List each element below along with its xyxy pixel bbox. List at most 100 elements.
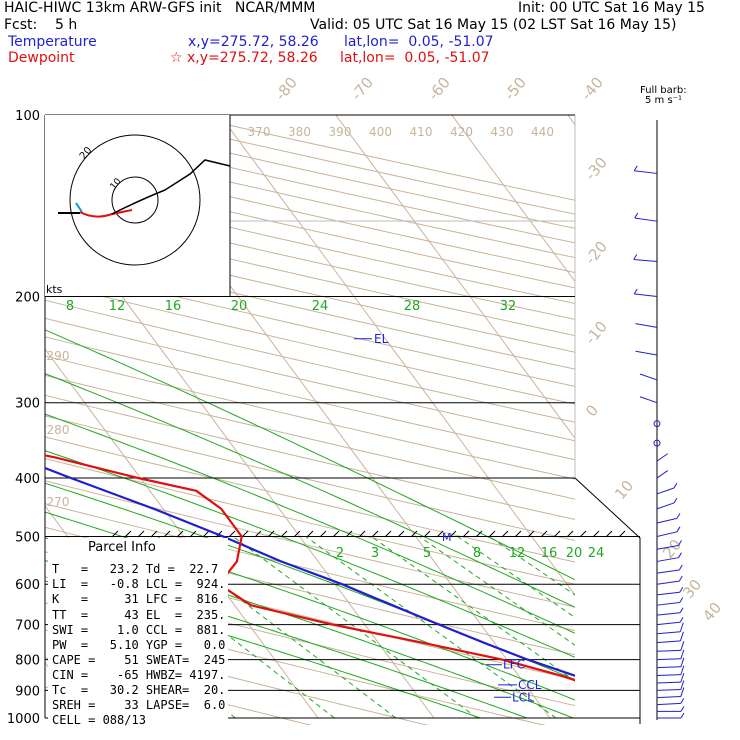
barb-staff: [656, 569, 680, 574]
barb-flag: [679, 631, 684, 641]
dry-adiabat-line: [45, 602, 546, 725]
barb-flag: [673, 482, 678, 489]
mixing-ratio-label: 24: [588, 546, 605, 561]
barb-legend-title: Full barb:: [640, 85, 687, 96]
hatch-mark: [410, 530, 418, 538]
barb-staff: [656, 453, 669, 462]
hodograph-ring-outer: [69, 134, 201, 266]
wind-barb: [656, 513, 681, 524]
barb-flag: [678, 552, 682, 558]
wind-barb: [656, 622, 684, 635]
dewpoint-label: Dewpoint: [8, 50, 75, 66]
barb-staff: [635, 323, 658, 328]
hatch-mark: [332, 530, 340, 538]
barb-staff: [634, 170, 658, 174]
barb-staff: [656, 674, 681, 676]
hodograph-ring-inner: [111, 176, 159, 224]
barb-legend-units: 5 m s⁻¹: [645, 95, 682, 106]
pressure-label: 900: [15, 684, 40, 699]
barb-flag: [680, 698, 685, 704]
dry-adiabat-line: [45, 503, 575, 632]
isotherm-label: -40: [577, 74, 607, 104]
wind-barb: [653, 420, 661, 428]
barb-staff: [656, 658, 681, 661]
isotherm-label-right: 10: [611, 477, 637, 503]
dry-adiabat-line: [45, 355, 575, 480]
wind-barb: [656, 649, 685, 661]
mixing-ratio-line: [419, 536, 575, 646]
hatch-mark: [371, 530, 379, 538]
wind-barb: [639, 373, 658, 381]
temperature-curve: [45, 466, 575, 677]
moist-adiabat-label: 16: [165, 299, 182, 314]
theta-label: 430: [491, 125, 514, 139]
hatch-mark: [397, 530, 405, 538]
lower-frame-edge: [574, 477, 641, 724]
hatch-mark: [293, 530, 301, 538]
lfc-label: LFC: [503, 658, 525, 672]
hatch-mark: [228, 530, 236, 538]
parcel-info-title: Parcel Info: [88, 540, 156, 555]
wind-barb: [633, 165, 658, 174]
isotherm-label-right: 0: [582, 401, 602, 420]
theta-label: 420: [450, 125, 473, 139]
parcel-info-panel: Parcel Info T = 23.2 Td = 22.7 LI = -0.8…: [48, 538, 228, 728]
hodograph-trace-upper: [111, 159, 231, 215]
hatch-mark: [176, 530, 184, 538]
barb-staff: [656, 621, 681, 626]
barb-flag: [676, 513, 681, 519]
parcel-row-pw: PW = 5.10 YGP = 0.0: [52, 638, 226, 652]
mixing-ratio-label: 2: [336, 546, 344, 561]
hodograph-kts-label: kts: [46, 283, 63, 296]
hatch-mark: [592, 530, 600, 538]
barb-staff: [656, 470, 669, 479]
barb-flag: [673, 497, 678, 504]
barb-flag: [680, 687, 685, 697]
pressure-label: 600: [15, 578, 40, 593]
hatch-mark: [579, 530, 587, 538]
hatch-mark: [111, 530, 119, 538]
barb-staff: [656, 640, 681, 644]
hatch-mark: [384, 530, 392, 538]
parcel-row-total-totals: TT = 43 EL = 235.: [52, 608, 226, 622]
parcel-row-lifted-index: LI = -0.8 LCL = 924.: [52, 577, 226, 591]
pressure-label: 1000: [7, 712, 40, 727]
hatch-mark: [605, 530, 613, 538]
hatch-mark: [241, 530, 249, 538]
pressure-label: 700: [15, 619, 40, 634]
isotherm-label-right: -10: [581, 318, 611, 348]
wind-barb: [656, 564, 683, 574]
barb-flag: [678, 575, 683, 582]
pressure-label: 500: [15, 530, 40, 545]
barb-staff: [656, 531, 678, 537]
hatch-mark: [202, 530, 210, 538]
barb-staff: [656, 545, 679, 550]
isotherm-label: -80: [271, 74, 301, 104]
barb-flag: [678, 564, 683, 571]
wind-barb: [656, 665, 685, 676]
wind-barb: [656, 575, 683, 585]
parcel-row-k-index: K = 31 LFC = 816.: [52, 592, 226, 606]
isotherm-label-right: 40: [699, 599, 725, 625]
barb-flag: [634, 212, 639, 219]
barb-staff: [656, 612, 681, 616]
dry-adiabat-line: [45, 264, 575, 387]
barb-staff: [656, 502, 675, 510]
theta-label-left: 270: [47, 495, 70, 509]
barb-flag: [680, 657, 685, 667]
parcel-row-cell: CELL = 088/13: [52, 713, 146, 727]
theta-label: 380: [288, 125, 311, 139]
hodograph-trace-mid: [79, 209, 133, 218]
wind-barb: [656, 497, 678, 510]
wind-barb: [656, 617, 684, 626]
isotherm-label-right: 20: [659, 536, 685, 562]
barb-flag: [679, 607, 684, 614]
barb-flag: [680, 641, 685, 651]
theta-label: 370: [248, 125, 271, 139]
hatch-mark: [124, 530, 132, 538]
barb-flag: [633, 165, 638, 172]
wind-barb: [633, 254, 658, 263]
moist-adiabat-label: 32: [500, 299, 517, 314]
barb-staff: [656, 631, 681, 635]
